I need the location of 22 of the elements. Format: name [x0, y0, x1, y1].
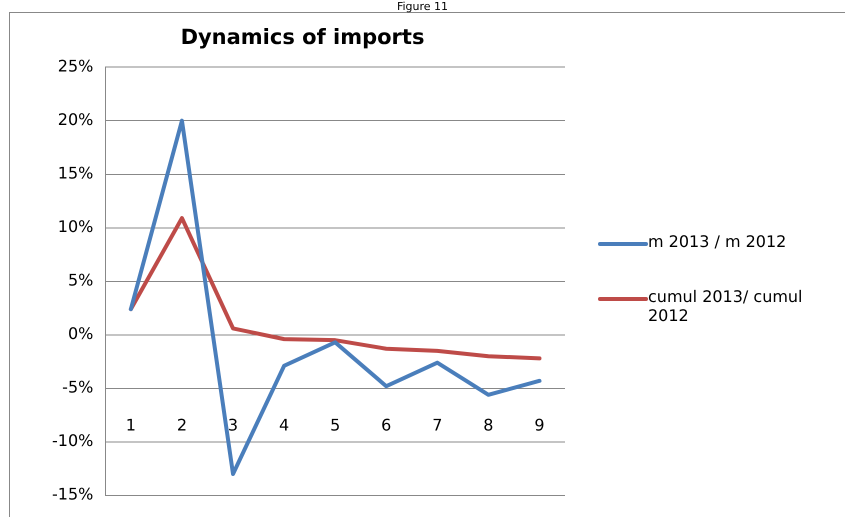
y-tick-label: -5%	[62, 378, 94, 397]
legend-label: m 2013 / m 2012	[648, 232, 786, 251]
y-tick-label: 20%	[58, 110, 94, 129]
y-tick-label: -15%	[52, 484, 94, 504]
chart-title: Dynamics of imports	[180, 25, 424, 50]
x-tick-label: 5	[330, 416, 340, 435]
y-tick-label: 25%	[58, 56, 94, 76]
y-tick-label: 10%	[58, 216, 94, 236]
x-tick-label: 1	[126, 416, 136, 435]
legend-label: cumul 2013/ cumul 2012	[648, 287, 804, 325]
caption: Figure 11	[396, 0, 450, 13]
y-tick-label: 5%	[68, 270, 94, 290]
x-tick-label: 9	[534, 416, 545, 435]
y-tick-label: 0%	[68, 324, 94, 343]
x-tick-label: 4	[279, 416, 290, 435]
y-tick-label: 15%	[58, 163, 94, 182]
x-tick-label: 3	[228, 416, 238, 435]
x-tick-label: 7	[432, 416, 442, 435]
x-tick-label: 2	[176, 416, 188, 435]
x-tick-label: 6	[381, 416, 392, 435]
y-tick-label: -10%	[52, 431, 94, 450]
x-tick-label: 8	[483, 416, 494, 435]
